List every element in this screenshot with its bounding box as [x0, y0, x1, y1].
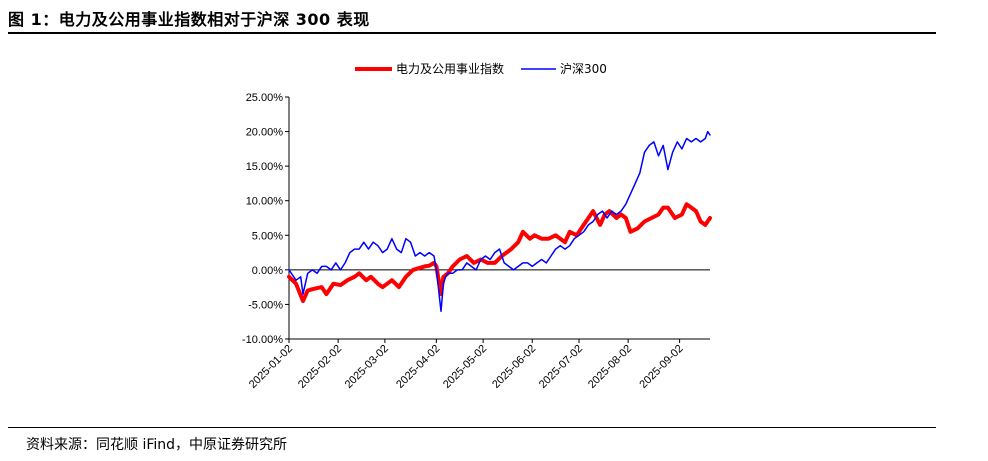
axes: 25.00% 20.00% 15.00% 10.00% 5.00% 0.00% -5.00%…	[242, 92, 710, 391]
x-tick-label: 2025-01-02	[247, 343, 295, 391]
y-tick-label: 10.00%	[246, 196, 284, 208]
y-tick-label: -5.00%	[248, 299, 283, 311]
figure-title: 图 1：电力及公用事业指数相对于沪深 300 表现	[8, 10, 370, 29]
source-note: 资料来源：同花顺 iFind，中原证券研究所	[26, 437, 288, 453]
y-tick-label: 5.00%	[252, 230, 283, 242]
bottom-rule	[8, 427, 936, 428]
x-tick-label: 2025-08-02	[586, 343, 634, 391]
legend-label-csi300: 沪深300	[560, 62, 607, 76]
series-layer	[287, 130, 712, 313]
y-tick-label: 15.00%	[246, 161, 284, 173]
x-tick-label: 2025-07-02	[537, 343, 585, 391]
x-tick-label: 2025-03-02	[343, 343, 391, 391]
x-tick-label: 2025-04-02	[394, 343, 442, 391]
y-tick-label: 25.00%	[246, 92, 284, 104]
x-tick-label: 2025-02-02	[296, 343, 344, 391]
x-tick-label: 2025-05-02	[441, 343, 489, 391]
y-tick-label: 0.00%	[252, 265, 283, 277]
series-line-power-utilities	[287, 202, 712, 303]
y-tick-label: 20.00%	[246, 127, 284, 139]
x-tick-label: 2025-06-02	[490, 343, 538, 391]
x-tick-label: 2025-09-02	[637, 343, 685, 391]
legend-label-power-utilities: 电力及公用事业指数	[396, 61, 504, 76]
top-rule	[8, 32, 936, 34]
series-line-csi300	[288, 130, 711, 313]
y-tick-label: -10.00%	[242, 334, 283, 346]
legend: 电力及公用事业指数 沪深300	[355, 61, 607, 76]
